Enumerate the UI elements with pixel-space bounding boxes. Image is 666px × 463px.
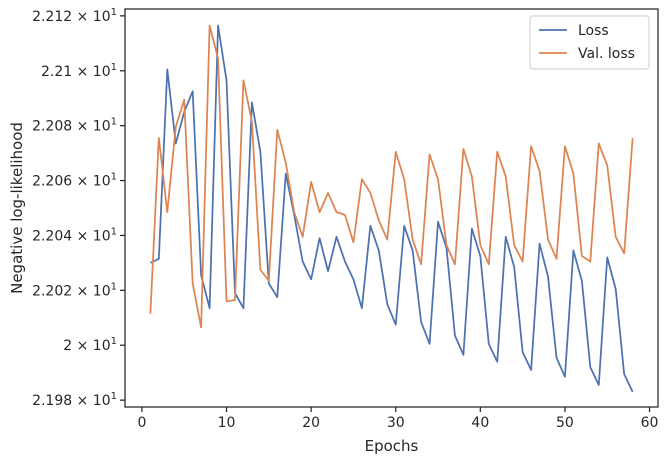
x-tick-label: 10: [218, 415, 236, 431]
y-tick-label: 2.206 × 101: [32, 172, 117, 190]
x-tick-label: 60: [641, 415, 659, 431]
y-tick-label: 2.21 × 101: [41, 62, 117, 80]
y-axis-label: Negative log-likelihood: [8, 122, 26, 294]
y-tick-label: 2.208 × 101: [32, 117, 117, 135]
series-line-0: [149, 24, 634, 393]
x-tick-label: 20: [302, 415, 320, 431]
x-tick-label: 40: [471, 415, 489, 431]
y-tick-label: 2.202 × 101: [32, 281, 117, 299]
legend-label-val-loss: Val. loss: [578, 46, 635, 62]
x-axis: 0 10 20 30 40 50 60: [137, 407, 658, 431]
x-tick-label: 50: [556, 415, 574, 431]
y-tick-label: 2 × 101: [63, 336, 117, 354]
plot-frame: [124, 8, 659, 408]
legend: Loss Val. loss: [529, 15, 650, 70]
x-tick-label: 30: [387, 415, 405, 431]
series-line-1: [149, 24, 634, 329]
y-tick-label: 2.212 × 101: [32, 7, 117, 25]
y-tick-label: 2.204 × 101: [32, 226, 117, 244]
y-axis: 2.198 × 101 2 × 101 2.202 × 101 2.204 × 101…: [32, 7, 125, 409]
x-axis-label: Epochs: [365, 437, 419, 455]
plot-lines: [149, 24, 634, 393]
legend-label-loss: Loss: [578, 23, 609, 39]
x-tick-label: 0: [137, 415, 146, 431]
y-tick-label: 2.198 × 101: [32, 391, 117, 409]
